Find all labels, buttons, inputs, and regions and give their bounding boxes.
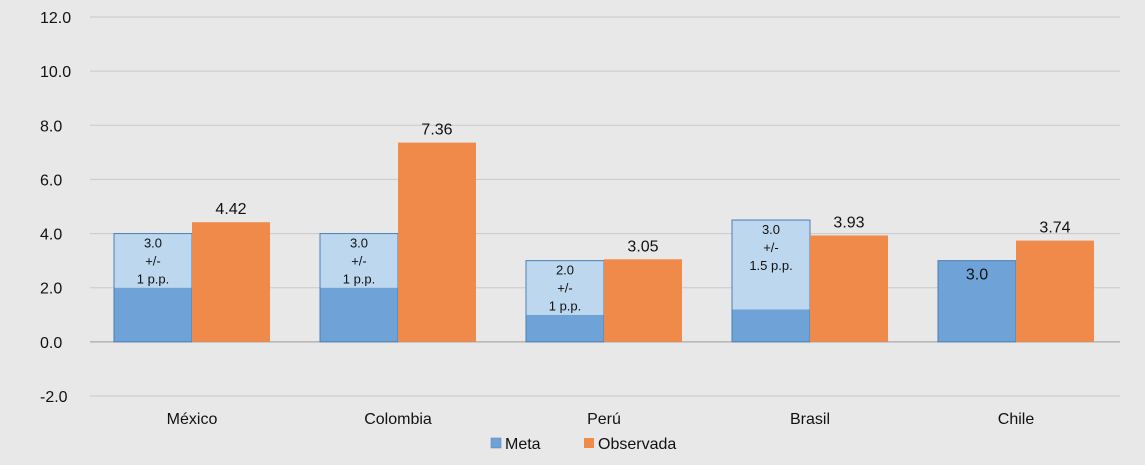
observada-bar [398,142,476,342]
category-label: Brasil [790,411,830,428]
category-label: México [167,411,218,428]
meta-target-label: 3.0 [350,236,368,251]
meta-target-label: 1 p.p. [549,299,582,314]
meta-target-label: 1 p.p. [137,272,170,287]
y-tick-label: 10.0 [40,64,71,81]
meta-bar-band [114,233,192,288]
legend-label-observada: Observada [598,436,676,453]
observada-value-label: 7.36 [421,122,452,139]
y-tick-label: 2.0 [40,281,62,298]
meta-target-label: 2.0 [556,263,574,278]
meta-target-label: +/- [145,254,161,269]
meta-target-label: +/- [557,281,573,296]
meta-bar-lower [526,314,604,342]
meta-target-label: +/- [763,240,779,255]
meta-bar-band [526,260,604,315]
meta-target-label: 3.0 [144,236,162,251]
y-tick-label: 12.0 [40,10,71,27]
meta-target-label: +/- [351,254,367,269]
meta-bar-lower [732,309,810,342]
meta-bar-lower [320,287,398,342]
data-labels: 3.0 +/- 1 p.p. 4.42 3.0 +/- 1 p.p. 7.36 2.0 +/- 1 … [137,122,1071,314]
observada-bar [604,259,682,342]
y-tick-label: 4.0 [40,227,62,244]
category-label: Perú [587,411,621,428]
observada-bar [1016,240,1094,342]
observada-value-label: 3.74 [1039,220,1070,237]
x-axis-categories: México Colombia Perú Brasil Chile [167,411,1035,428]
category-label: Colombia [364,411,432,428]
meta-bar-band [732,220,810,310]
meta-target-label: 1.5 p.p. [749,258,792,273]
y-tick-label: -2.0 [40,389,68,406]
meta-bar-lower [114,287,192,342]
legend-swatch-meta [490,437,502,449]
observada-bar [192,222,270,342]
legend-label-meta: Meta [505,436,541,453]
bars [113,142,1094,343]
meta-target-label: 3.0 [762,222,780,237]
legend: Meta Observada [490,436,676,453]
observada-value-label: 3.93 [833,214,864,231]
y-axis-ticks: 12.0 10.0 8.0 6.0 4.0 2.0 0.0 -2.0 [40,10,71,406]
y-tick-label: 0.0 [40,335,62,352]
meta-target-label: 3.0 [966,267,988,284]
legend-swatch-observada [584,438,594,448]
observada-value-label: 3.05 [627,238,658,255]
y-tick-label: 8.0 [40,118,62,135]
y-tick-label: 6.0 [40,172,62,189]
observada-value-label: 4.42 [215,201,246,218]
meta-target-label: 1 p.p. [343,272,376,287]
meta-bar-band [320,233,398,288]
category-label: Chile [998,411,1035,428]
observada-bar [810,235,888,342]
